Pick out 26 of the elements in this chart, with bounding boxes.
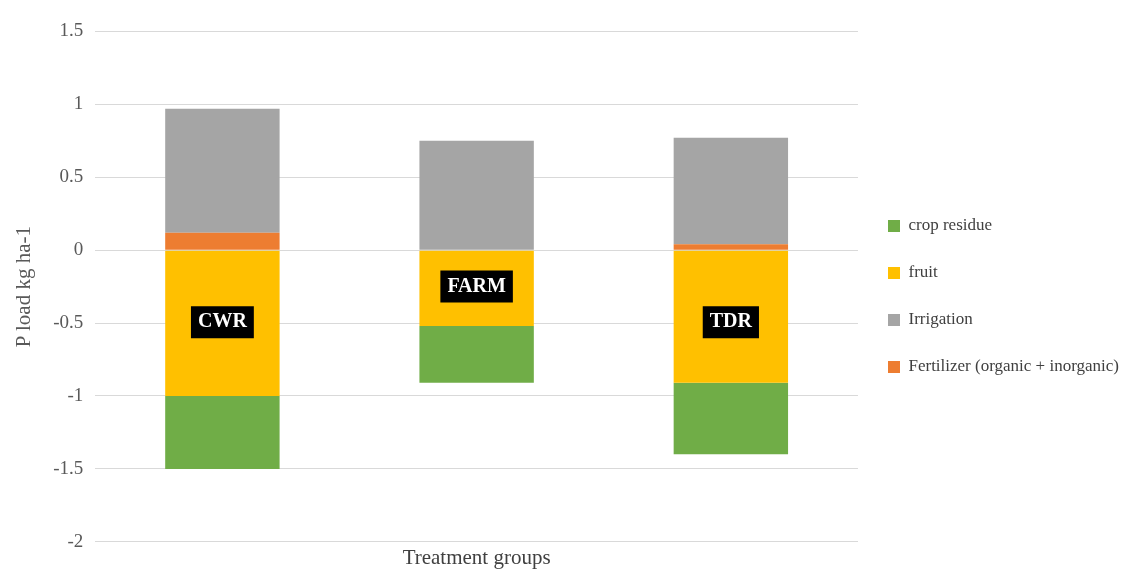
- y-tick-label: 0.5: [59, 165, 84, 187]
- y-axis-title: P load kg ha-1: [11, 226, 36, 348]
- annotation: TDR: [709, 309, 753, 332]
- bar: [165, 232, 280, 250]
- x-axis-title: Treatment groups: [402, 544, 551, 569]
- bar: [673, 137, 789, 245]
- bar: [419, 325, 534, 383]
- legend-label: Fertilizer (organic + inorganic): [908, 356, 1120, 376]
- y-tick-label: 1.5: [59, 19, 84, 41]
- bar: [165, 108, 280, 233]
- annotation: FARM: [447, 273, 506, 296]
- legend-label: Irrigation: [908, 309, 974, 329]
- bar: [419, 140, 534, 250]
- y-tick-label: -0.5: [53, 311, 84, 333]
- y-tick-label: 0: [73, 238, 84, 260]
- y-tick-label: -2: [67, 529, 84, 551]
- bar: [165, 395, 280, 469]
- y-tick-label: -1: [67, 383, 84, 405]
- annotation: CWR: [197, 309, 248, 332]
- bar: [673, 244, 789, 250]
- legend-label: crop residue: [908, 215, 993, 235]
- y-tick-label: -1.5: [53, 456, 84, 478]
- y-tick-label: 1: [73, 92, 84, 114]
- legend-label: fruit: [908, 262, 939, 282]
- bar: [673, 382, 789, 455]
- bar: [673, 250, 789, 383]
